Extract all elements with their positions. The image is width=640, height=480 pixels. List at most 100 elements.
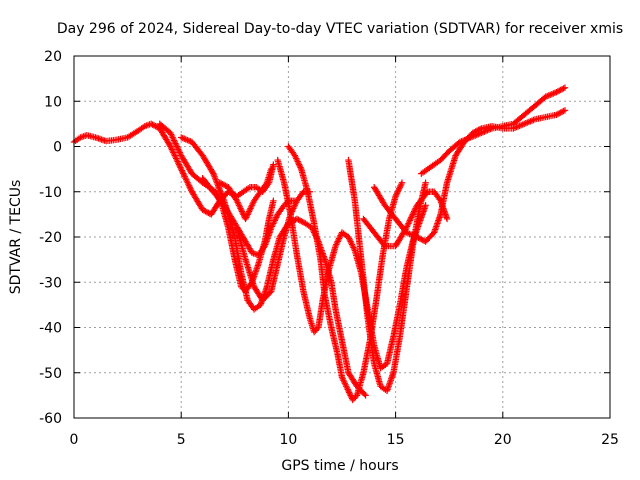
data-point: [268, 223, 276, 230]
data-point: [312, 327, 319, 334]
data-point: [395, 185, 403, 192]
data-point: [172, 153, 179, 161]
data-point: [481, 128, 488, 135]
data-point: [176, 149, 183, 156]
data-point: [528, 117, 536, 124]
data-point: [443, 215, 451, 223]
data-point: [246, 206, 254, 214]
data-point: [184, 179, 191, 186]
data-point: [152, 122, 159, 130]
data-point: [551, 89, 559, 97]
data-point: [185, 181, 192, 188]
data-point: [350, 245, 358, 253]
y-tick-label: 20: [44, 49, 62, 65]
data-point: [269, 221, 276, 229]
data-point: [347, 238, 354, 245]
data-point: [248, 202, 256, 209]
data-point: [185, 137, 193, 144]
data-point: [244, 211, 251, 218]
x-tick-label: 10: [279, 432, 297, 448]
data-point: [147, 120, 155, 128]
data-point: [556, 110, 563, 117]
data-point: [220, 181, 228, 189]
data-point: [476, 130, 484, 137]
data-point: [291, 152, 299, 159]
data-point: [291, 202, 299, 209]
data-point: [175, 146, 182, 153]
series-sat-c: [178, 134, 369, 399]
data-point: [202, 208, 209, 215]
data-point: [150, 122, 158, 129]
data-point: [343, 384, 351, 392]
data-point: [183, 176, 190, 183]
data-point: [238, 208, 246, 215]
data-point: [149, 121, 156, 128]
data-point: [346, 236, 354, 244]
data-point: [182, 174, 189, 182]
data-point: [409, 211, 416, 218]
data-point: [472, 132, 479, 139]
data-point: [485, 126, 493, 133]
series-sat-l: [216, 165, 275, 223]
series-sat-h: [345, 156, 429, 395]
data-point: [558, 85, 566, 93]
data-point: [179, 168, 186, 176]
data-point: [522, 120, 529, 127]
x-tick-label: 15: [387, 432, 405, 448]
data-point: [416, 235, 424, 242]
data-point: [553, 89, 560, 96]
data-point: [270, 197, 277, 204]
data-point: [345, 387, 352, 395]
data-point: [168, 146, 176, 153]
grid: [74, 56, 610, 418]
data-point: [350, 395, 358, 402]
data-point: [169, 147, 176, 155]
data-point: [268, 224, 275, 232]
data-point: [468, 133, 476, 141]
data-point: [203, 208, 211, 216]
y-tick-label: 10: [44, 94, 62, 110]
data-point: [554, 110, 562, 118]
data-point: [525, 118, 533, 126]
data-point: [243, 214, 250, 221]
y-tick-label: -30: [39, 275, 62, 291]
x-axis-label: GPS time / hours: [281, 458, 398, 474]
data-point: [293, 156, 301, 164]
data-point: [342, 381, 349, 389]
data-point: [175, 147, 183, 155]
data-point: [270, 161, 277, 168]
data-point: [470, 132, 477, 140]
data-point: [397, 182, 404, 189]
data-point: [180, 170, 187, 177]
data-point: [542, 93, 549, 100]
data-point: [405, 220, 412, 227]
data-point: [235, 202, 243, 209]
data-point: [297, 164, 304, 171]
data-point: [461, 136, 468, 144]
data-point: [262, 181, 270, 188]
data-point: [334, 238, 341, 245]
data-point: [239, 209, 246, 217]
data-point: [173, 156, 181, 164]
data-point: [410, 232, 418, 239]
data-point: [333, 241, 340, 248]
data-point: [482, 127, 490, 135]
data-point: [185, 182, 193, 189]
data-point: [170, 149, 177, 156]
data-point: [171, 152, 178, 159]
data-point: [521, 120, 528, 128]
data-point: [407, 231, 415, 238]
data-point: [298, 217, 305, 225]
data-point: [545, 92, 552, 99]
data-point: [235, 200, 242, 208]
data-point: [413, 233, 421, 241]
data-point: [173, 143, 181, 150]
y-tick-label: -50: [39, 366, 62, 382]
data-point: [270, 218, 278, 226]
data-point: [310, 328, 318, 336]
data-point: [272, 215, 279, 223]
series-sat-j: [370, 107, 569, 245]
data-point: [348, 241, 356, 248]
data-point: [170, 135, 177, 143]
